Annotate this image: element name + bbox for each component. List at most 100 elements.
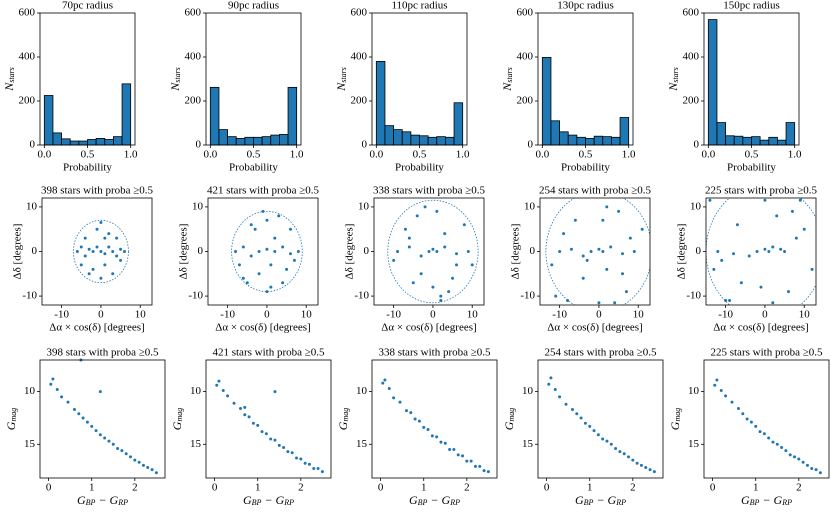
point <box>601 250 605 253</box>
point <box>455 252 458 256</box>
point <box>66 400 70 404</box>
point <box>652 470 656 474</box>
x-tick-label: 2 <box>630 482 636 494</box>
axes-frame <box>41 197 153 306</box>
axes-frame <box>39 12 136 146</box>
point <box>289 252 292 256</box>
point <box>115 254 119 258</box>
point <box>285 267 289 271</box>
x-tick-label: 0.5 <box>579 149 593 161</box>
x-tick-label: -10 <box>54 309 69 321</box>
x-axis-label: GBP − GRP <box>77 493 128 507</box>
selection-circle <box>706 198 816 305</box>
x-tick-label: 1.0 <box>622 149 636 161</box>
point <box>238 406 242 410</box>
point <box>137 460 141 464</box>
point <box>281 281 285 285</box>
point <box>119 258 123 262</box>
point <box>644 465 648 469</box>
point <box>119 247 123 251</box>
x-tick-label: 0 <box>430 309 436 321</box>
point <box>439 299 443 303</box>
point <box>260 430 264 434</box>
y-axis-label-part: N <box>334 82 348 92</box>
point <box>810 467 814 471</box>
point <box>575 412 579 416</box>
y-tick-label: 200 <box>185 95 202 107</box>
y-axis-label: Gmag <box>4 408 18 430</box>
point <box>447 290 451 294</box>
x-axis-label: GBP − GRP <box>409 493 460 507</box>
point <box>801 460 805 464</box>
point <box>455 263 458 267</box>
point <box>409 411 413 415</box>
axes-frame <box>205 359 332 479</box>
x-axis-label-part: RP <box>449 498 460 507</box>
point <box>265 247 269 251</box>
point <box>787 290 790 294</box>
point <box>783 250 787 253</box>
point <box>758 430 762 434</box>
point <box>99 276 103 280</box>
point <box>427 250 431 253</box>
bar <box>393 129 403 146</box>
point <box>289 227 292 231</box>
bar <box>121 83 132 146</box>
point <box>613 301 617 305</box>
point <box>217 379 221 383</box>
point <box>265 218 269 222</box>
point <box>124 452 128 456</box>
point <box>470 263 474 267</box>
subplot-title: 150pc radius <box>723 0 780 12</box>
bar <box>427 136 438 146</box>
x-axis-label-part: BP <box>86 498 96 507</box>
point <box>51 377 55 381</box>
point <box>735 223 739 227</box>
point <box>99 221 103 225</box>
point <box>79 245 83 249</box>
point <box>49 382 53 386</box>
point <box>648 468 652 472</box>
y-tick-label: 400 <box>185 51 202 63</box>
x-axis-label-part: G <box>575 493 584 507</box>
bar <box>751 136 761 146</box>
point <box>585 258 589 262</box>
x-axis-label-part: BP <box>750 498 760 507</box>
bar <box>585 137 595 146</box>
point <box>730 400 734 404</box>
y-tick-label: 0 <box>196 139 202 151</box>
point <box>99 250 103 253</box>
x-tick-label: 1 <box>421 482 427 494</box>
point <box>763 198 767 202</box>
bar <box>78 140 88 146</box>
point <box>249 223 253 227</box>
bar <box>69 140 80 146</box>
bar <box>593 135 604 146</box>
point <box>247 415 251 419</box>
point <box>622 452 626 456</box>
point <box>720 258 724 262</box>
point <box>273 236 277 240</box>
point <box>818 471 822 475</box>
point <box>95 227 99 231</box>
y-tick-label: 0 <box>528 139 534 151</box>
y-tick-label: 400 <box>19 51 36 63</box>
point <box>741 412 745 416</box>
subplot-title: 398 stars with proba ≥0.5 <box>41 185 154 197</box>
point <box>435 435 439 439</box>
x-axis-label: Δα × cos(δ) [degrees] <box>547 322 642 334</box>
point <box>98 433 102 437</box>
point <box>724 299 728 303</box>
point <box>443 245 447 249</box>
point <box>253 227 257 231</box>
y-tick-label: 0 <box>198 245 204 257</box>
y-tick-label: 0 <box>32 245 38 257</box>
y-tick-label: 15 <box>522 438 534 450</box>
y-axis-label-part: N <box>2 82 16 92</box>
point <box>107 439 111 443</box>
y-axis-label: Δδ [degrees] <box>344 224 356 280</box>
bar <box>777 139 787 146</box>
y-tick-label: 10 <box>358 200 370 212</box>
point <box>95 245 99 249</box>
point <box>60 395 64 399</box>
